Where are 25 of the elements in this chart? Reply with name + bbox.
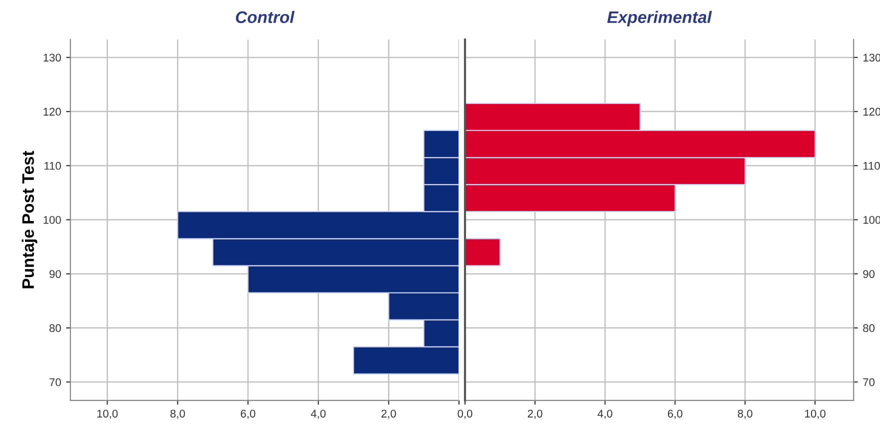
y-tick-label: 120 (44, 108, 61, 116)
y-tick-label: 80 (49, 324, 61, 332)
y-axis-title: Puntaje Post Test (22, 150, 38, 288)
chart-title: Control (236, 10, 295, 24)
x-tick-label: 6,0 (668, 410, 682, 419)
x-tick-label: 10,0 (805, 410, 826, 419)
x-tick-label: 4,0 (598, 410, 612, 419)
y-tick-label: 70 (50, 378, 61, 386)
x-tick-label: 0,0 (458, 410, 472, 419)
y-tick-label: 90 (50, 270, 61, 278)
x-tick-label: 10,0 (97, 410, 118, 419)
x-tick-label: 2,0 (528, 410, 542, 419)
x-tick-label: 4,0 (310, 410, 326, 419)
x-tick-label: 6,0 (240, 410, 256, 419)
y-tick-label: 110 (863, 162, 880, 170)
x-tick-label: 2,0 (382, 410, 396, 419)
y-tick-label: 90 (863, 270, 875, 278)
chart-title: Experimental (607, 10, 712, 26)
y-tick-label: 80 (863, 324, 875, 332)
x-tick-label: 8,0 (170, 410, 185, 419)
y-tick-label: 130 (44, 54, 61, 62)
y-tick-label: 70 (863, 378, 875, 386)
y-tick-label: 100 (44, 216, 61, 224)
y-tick-label: 110 (44, 162, 61, 170)
x-tick-label: 8,0 (738, 410, 752, 419)
